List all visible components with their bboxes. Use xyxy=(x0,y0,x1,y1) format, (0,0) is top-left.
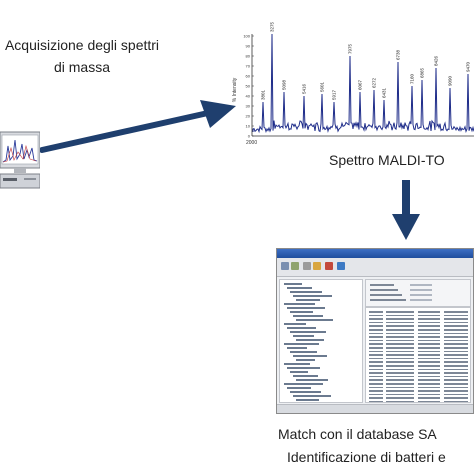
peak-label: 5098 xyxy=(282,79,287,90)
computer-icon xyxy=(0,126,41,192)
acquisition-caption-line1: Acquisizione degli spettri xyxy=(4,37,160,53)
y-tick-label: 40 xyxy=(246,94,251,99)
toolbar-icon xyxy=(313,262,321,270)
peak-label: 6738 xyxy=(396,49,401,60)
peak-label: 3275 xyxy=(270,21,275,32)
peak-label: 7160 xyxy=(410,73,415,84)
acquisition-caption-line2: di massa xyxy=(53,59,111,75)
toolbar-icon xyxy=(281,262,289,270)
y-tick-label: 50 xyxy=(246,84,251,89)
database-software-window xyxy=(276,248,474,414)
acquisition-caption: Acquisizione degli spettri di massa xyxy=(0,34,164,78)
maldi-spectrum: % Intensity 2000 100 90 80 70 60 50 40 30 20 10 0 … xyxy=(222,18,474,146)
peak-label: 9090 xyxy=(448,75,453,86)
match-caption-line2: Identificazione di batteri e xyxy=(287,449,446,465)
arrow-to-spectrum xyxy=(39,96,240,156)
y-axis-label: % Intensity xyxy=(232,77,238,102)
peak-label: 5416 xyxy=(302,83,307,94)
arrow-to-database xyxy=(388,178,424,242)
y-tick-label: 0 xyxy=(248,134,251,139)
peak-label: 6865 xyxy=(420,67,425,78)
results-table xyxy=(365,307,471,403)
x-axis-start-label: 2000 xyxy=(246,140,257,146)
peak-label: 5601 xyxy=(320,81,325,92)
peak-label: 7975 xyxy=(348,43,353,54)
peak-label: 5917 xyxy=(332,89,337,100)
y-tick-label: 30 xyxy=(246,104,251,109)
window-statusbar xyxy=(277,404,473,413)
y-tick-label: 10 xyxy=(246,124,251,129)
spectrum-trace xyxy=(252,33,474,134)
y-tick-label: 90 xyxy=(246,44,251,49)
y-tick-label: 80 xyxy=(246,54,251,59)
window-titlebar xyxy=(277,249,473,258)
y-tick-label: 70 xyxy=(246,64,251,69)
toolbar-icon xyxy=(291,262,299,270)
peak-label: 6431 xyxy=(382,87,387,98)
peak-label: 6067 xyxy=(358,79,363,90)
toolbar-icon xyxy=(303,262,311,270)
peak-label: 8426 xyxy=(434,55,439,66)
toolbar-icon xyxy=(325,262,333,270)
y-tick-label: 100 xyxy=(243,34,250,39)
search-form-panel xyxy=(365,279,471,307)
peak-label: 9470 xyxy=(466,61,471,72)
toolbar-icon xyxy=(337,262,345,270)
maldi-caption: Spettro MALDI-TO xyxy=(329,152,445,168)
match-caption-line1: Match con il database SA xyxy=(278,426,437,442)
window-toolbar xyxy=(277,258,473,277)
y-tick-label: 60 xyxy=(246,74,251,79)
y-tick-label: 20 xyxy=(246,114,251,119)
species-tree-panel xyxy=(279,279,363,403)
peak-label: 6272 xyxy=(372,77,377,88)
peak-label: 3801 xyxy=(261,89,266,100)
